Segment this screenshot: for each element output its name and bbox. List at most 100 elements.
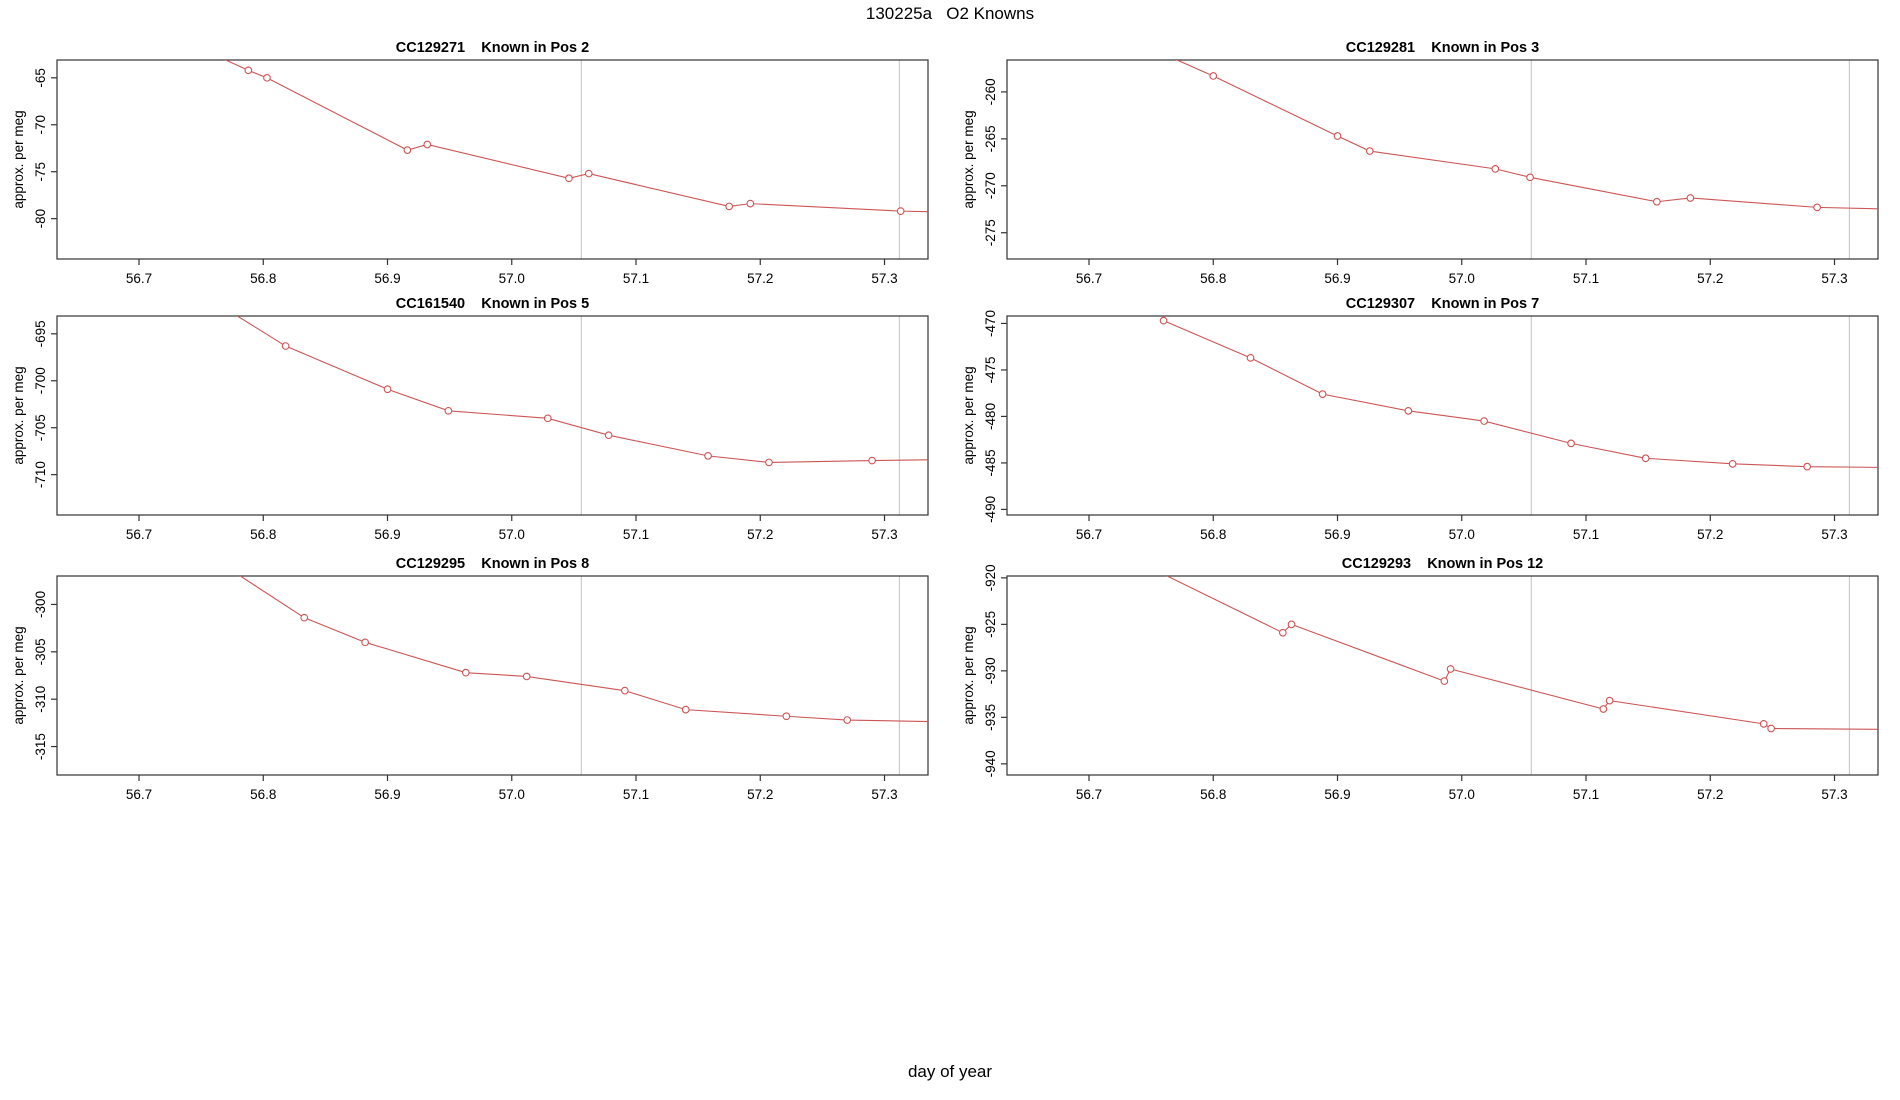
y-tick-label: -65 xyxy=(33,68,48,88)
data-point-marker xyxy=(1767,724,1775,733)
panel-title: CC129271 Known in Pos 2 xyxy=(396,40,589,56)
data-point-marker xyxy=(765,458,773,467)
data-point-marker xyxy=(1605,696,1614,705)
x-tick-label: 57.3 xyxy=(871,527,897,542)
data-point-marker xyxy=(1159,316,1168,325)
x-tick-label: 57.2 xyxy=(747,527,773,542)
data-point-marker xyxy=(1567,439,1575,448)
y-tick-label: -305 xyxy=(33,638,48,665)
y-tick-label: -695 xyxy=(33,320,48,347)
data-point-marker xyxy=(1278,628,1287,637)
y-axis-title: approx. per meg xyxy=(961,366,976,464)
y-tick-label: -70 xyxy=(33,115,48,135)
x-tick-label: 56.9 xyxy=(374,271,400,286)
x-tick-label: 56.8 xyxy=(250,271,276,286)
data-point-marker xyxy=(681,705,690,714)
x-axis-title: day of year xyxy=(907,1062,993,1081)
x-tick-label: 57.1 xyxy=(1573,787,1599,802)
data-point-marker xyxy=(423,140,432,149)
data-point-marker xyxy=(620,686,629,695)
x-tick-label: 57.2 xyxy=(747,271,773,286)
data-point-marker xyxy=(1759,720,1768,728)
x-tick-label: 56.9 xyxy=(374,787,400,802)
x-tick-label: 57.3 xyxy=(871,271,897,286)
y-axis-title: approx. per meg xyxy=(11,626,26,724)
plot-border xyxy=(1006,315,1879,516)
data-point-marker xyxy=(1803,462,1812,471)
data-point-marker xyxy=(896,207,905,215)
data-point-marker xyxy=(782,712,791,721)
data-point-marker xyxy=(444,406,453,415)
data-point-marker xyxy=(1365,147,1374,155)
x-tick-label: 57.3 xyxy=(1821,787,1847,802)
x-tick-label: 57.0 xyxy=(1449,271,1475,286)
data-line xyxy=(239,576,928,723)
data-point-marker xyxy=(361,638,369,647)
y-tick-label: -310 xyxy=(33,686,48,713)
data-point-marker xyxy=(1440,677,1449,685)
data-point-marker xyxy=(1318,390,1327,398)
y-tick-label: -925 xyxy=(983,611,998,638)
data-point-marker xyxy=(263,73,271,82)
x-tick-label: 57.3 xyxy=(1821,527,1847,542)
data-line xyxy=(224,60,928,213)
x-tick-label: 57.3 xyxy=(871,787,897,802)
data-line xyxy=(1163,320,1878,468)
y-axis-title: approx. per meg xyxy=(961,626,976,724)
x-tick-label: 56.9 xyxy=(374,527,400,542)
x-tick-label: 56.7 xyxy=(126,271,152,286)
y-tick-label: -315 xyxy=(33,733,48,760)
data-point-marker xyxy=(522,672,531,681)
y-tick-label: -490 xyxy=(983,496,998,523)
data-point-marker xyxy=(868,456,876,465)
y-axis-title: approx. per meg xyxy=(961,110,976,208)
x-tick-label: 57.2 xyxy=(747,787,773,802)
data-point-marker xyxy=(543,414,552,423)
x-tick-label: 56.8 xyxy=(250,527,276,542)
data-point-marker xyxy=(843,716,852,724)
x-tick-label: 57.0 xyxy=(499,271,525,286)
x-tick-label: 57.0 xyxy=(1449,527,1475,542)
x-tick-label: 57.1 xyxy=(623,787,649,802)
y-tick-label: -475 xyxy=(983,356,998,383)
data-point-marker xyxy=(461,668,470,677)
y-tick-label: -275 xyxy=(983,219,998,246)
x-tick-label: 57.3 xyxy=(1821,271,1847,286)
x-tick-label: 56.8 xyxy=(250,787,276,802)
plot-border xyxy=(56,575,929,776)
y-tick-label: -300 xyxy=(33,591,48,618)
plot-border xyxy=(1006,575,1879,776)
data-point-marker xyxy=(1246,353,1255,362)
x-tick-label: 57.1 xyxy=(623,271,649,286)
x-tick-label: 57.2 xyxy=(1697,787,1723,802)
x-tick-label: 57.1 xyxy=(623,527,649,542)
panel-title: CC129281 Known in Pos 3 xyxy=(1346,40,1539,56)
y-tick-label: -270 xyxy=(983,172,998,199)
x-tick-label: 56.8 xyxy=(1200,271,1226,286)
data-point-marker xyxy=(1491,165,1500,173)
data-line xyxy=(1175,60,1878,210)
x-tick-label: 57.2 xyxy=(1697,527,1723,542)
x-tick-label: 57.1 xyxy=(1573,271,1599,286)
x-tick-label: 56.9 xyxy=(1324,527,1350,542)
x-tick-label: 56.8 xyxy=(1200,527,1226,542)
data-point-marker xyxy=(746,199,755,208)
data-point-marker xyxy=(244,66,253,75)
data-point-marker xyxy=(1728,460,1737,468)
data-point-marker xyxy=(403,146,412,154)
y-tick-label: -75 xyxy=(33,162,48,182)
x-tick-label: 57.1 xyxy=(1573,527,1599,542)
x-tick-label: 57.0 xyxy=(1449,787,1475,802)
data-point-marker xyxy=(1404,407,1413,415)
y-tick-label: -920 xyxy=(983,564,998,591)
data-point-marker xyxy=(565,174,573,183)
x-tick-label: 57.0 xyxy=(499,787,525,802)
x-tick-label: 57.0 xyxy=(499,527,525,542)
data-line xyxy=(1165,576,1878,730)
data-line xyxy=(236,316,928,463)
y-tick-label: -260 xyxy=(983,78,998,105)
chart-panel-CC129281: 56.7 56.8 56.9 57.0 57.1 57.2 57.3 -260 -265 -270… xyxy=(961,40,1879,286)
data-point-marker xyxy=(704,452,712,460)
